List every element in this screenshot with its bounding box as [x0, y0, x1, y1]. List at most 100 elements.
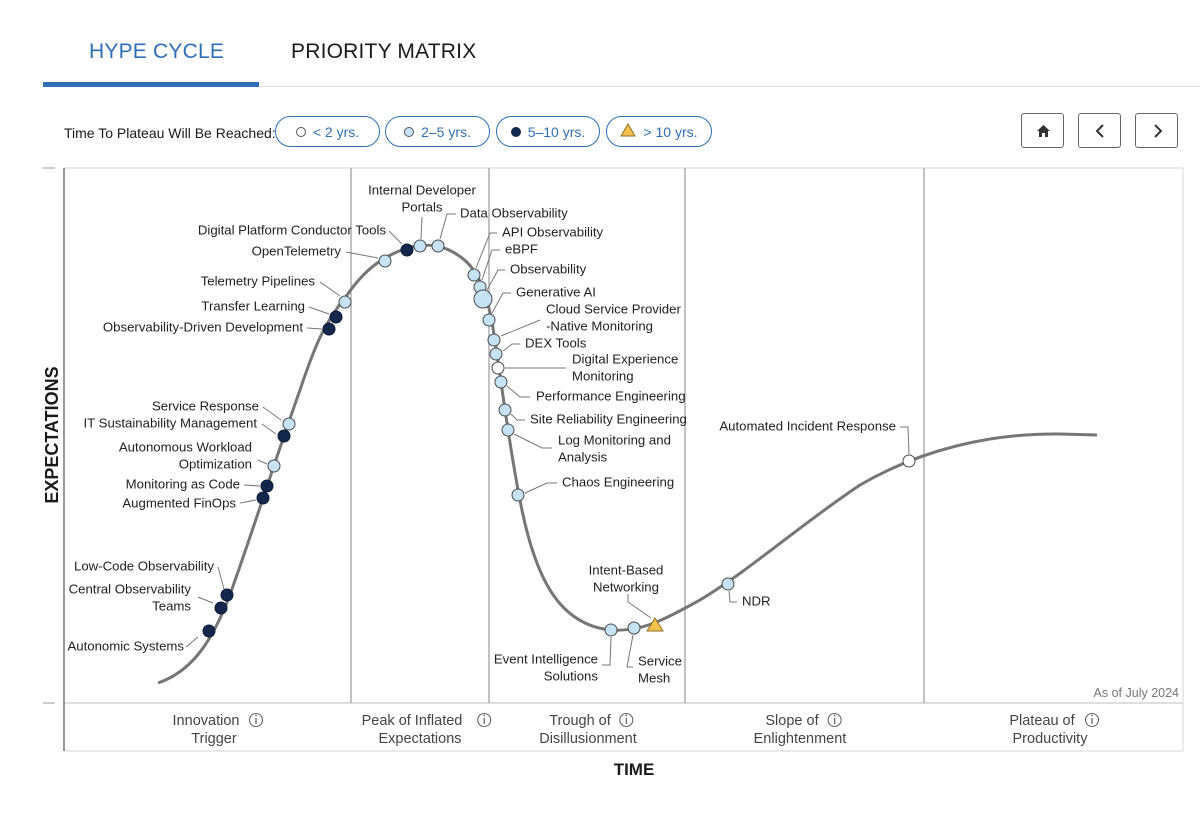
home-button[interactable]: [1021, 113, 1064, 148]
technology-label: Digital Platform Conductor Tools: [198, 222, 387, 237]
leader-line: [319, 281, 341, 297]
technology-marker[interactable]: [378, 254, 392, 268]
leader-line: [900, 426, 910, 455]
leader-line: [728, 590, 737, 603]
technology-marker[interactable]: [482, 313, 496, 327]
technology-marker[interactable]: [491, 361, 505, 375]
technology-label: Observability: [510, 261, 587, 276]
technology-marker[interactable]: [902, 454, 916, 468]
leader-line: [308, 306, 330, 315]
leader-line: [502, 343, 520, 352]
technology-marker[interactable]: [267, 459, 281, 473]
technology-marker[interactable]: [202, 624, 216, 638]
technology-marker[interactable]: [494, 375, 508, 389]
leader-line: [602, 636, 612, 666]
leader-line: [524, 482, 557, 494]
previous-button[interactable]: [1078, 113, 1121, 148]
legend-pill-lt2[interactable]: < 2 yrs.: [275, 116, 380, 147]
technology-label: Internal Developer: [368, 182, 476, 197]
technology-marker[interactable]: [646, 617, 664, 632]
leader-line: [388, 230, 403, 245]
leader-line: [491, 292, 511, 314]
technology-marker[interactable]: [487, 333, 501, 347]
phase-label: Peak of Inflated Expectations: [362, 712, 492, 747]
phase-label-line: Disillusionment: [539, 731, 637, 747]
leader-line: [243, 484, 261, 487]
y-axis-label: EXPECTATIONS: [42, 366, 62, 503]
technology-label: Intent-Based: [589, 562, 664, 577]
phase-label: Plateau of Productivity: [1009, 712, 1100, 747]
technology-marker[interactable]: [322, 322, 336, 336]
technology-marker[interactable]: [431, 239, 445, 253]
technology-label: NDR: [742, 593, 771, 608]
legend-label: Time To Plateau Will Be Reached:: [64, 125, 276, 141]
leader-line: [500, 319, 541, 337]
next-button[interactable]: [1135, 113, 1178, 148]
tab-priority-matrix[interactable]: PRIORITY MATRIX: [291, 40, 477, 63]
chevron-left-icon: [1095, 124, 1104, 138]
leader-line: [239, 499, 257, 504]
leader-line: [513, 433, 552, 449]
technology-marker[interactable]: [627, 621, 641, 635]
info-icon[interactable]: [1084, 712, 1100, 728]
technology-labels: Autonomic Systems Central Observability Te…: [67, 182, 896, 685]
technology-marker[interactable]: [473, 289, 493, 309]
legend-pill-label: 2–5 yrs.: [421, 123, 471, 140]
technology-marker[interactable]: [256, 491, 270, 505]
info-icon[interactable]: [248, 712, 264, 728]
phase-label-line: Innovation: [173, 713, 240, 729]
legend-pill-gt10[interactable]: > 10 yrs.: [606, 116, 712, 147]
info-icon[interactable]: [827, 712, 842, 728]
phase-label-line: Peak of Inflated: [362, 713, 463, 729]
technology-label: Chaos Engineering: [562, 474, 674, 489]
technology-label: Autonomic Systems: [67, 638, 184, 653]
legend-pill-5to10[interactable]: 5–10 yrs.: [496, 116, 600, 147]
technology-label: Solutions: [544, 668, 599, 683]
technology-marker[interactable]: [400, 243, 414, 257]
technology-label: Central Observability: [69, 581, 192, 596]
technology-marker[interactable]: [604, 623, 618, 637]
leader-line: [185, 636, 199, 648]
technology-label: DEX Tools: [525, 335, 587, 350]
info-icon[interactable]: [477, 712, 492, 728]
tab-hype-cycle[interactable]: HYPE CYCLE: [89, 40, 225, 63]
technology-label: eBPF: [505, 241, 538, 256]
technology-marker[interactable]: [498, 403, 512, 417]
leader-line: [306, 327, 323, 330]
phase-label-line: Productivity: [1013, 731, 1089, 747]
info-icon[interactable]: [619, 712, 634, 728]
technology-label: Networking: [593, 579, 659, 594]
technology-label: Mesh: [638, 670, 670, 685]
legend-pill-2to5[interactable]: 2–5 yrs.: [385, 116, 490, 147]
technology-marker[interactable]: [467, 268, 481, 282]
technology-label: Digital Experience: [572, 351, 678, 366]
leader-line: [626, 634, 634, 668]
technology-label: Site Reliability Engineering: [530, 411, 687, 426]
technology-label: Service: [638, 653, 682, 668]
technology-marker[interactable]: [511, 488, 525, 502]
chevron-right-icon: [1154, 124, 1163, 138]
active-tab-indicator: [43, 82, 259, 87]
technology-marker[interactable]: [489, 347, 503, 361]
technology-marker[interactable]: [282, 417, 296, 431]
technology-marker[interactable]: [277, 429, 291, 443]
technology-marker[interactable]: [329, 310, 343, 324]
technology-label: Analysis: [558, 449, 608, 464]
technology-marker[interactable]: [214, 601, 228, 615]
leader-lines: [185, 213, 910, 668]
technology-marker[interactable]: [260, 479, 274, 493]
technology-marker[interactable]: [721, 577, 735, 591]
technology-label: IT Sustainability Management: [84, 415, 258, 430]
as-of-note: As of July 2024: [1094, 686, 1180, 700]
technology-label: Data Observability: [460, 205, 568, 220]
technology-label: Automated Incident Response: [719, 418, 896, 433]
technology-marker[interactable]: [413, 239, 427, 253]
technology-label: Autonomous Workload: [119, 439, 252, 454]
technology-marker[interactable]: [501, 423, 515, 437]
tab-bar: HYPE CYCLE PRIORITY MATRIX: [0, 0, 1200, 88]
technology-label: Performance Engineering: [536, 388, 686, 403]
light-blue-circle-icon: [404, 124, 415, 140]
leader-line: [627, 594, 652, 619]
technology-marker[interactable]: [338, 295, 352, 309]
technology-marker[interactable]: [220, 588, 234, 602]
